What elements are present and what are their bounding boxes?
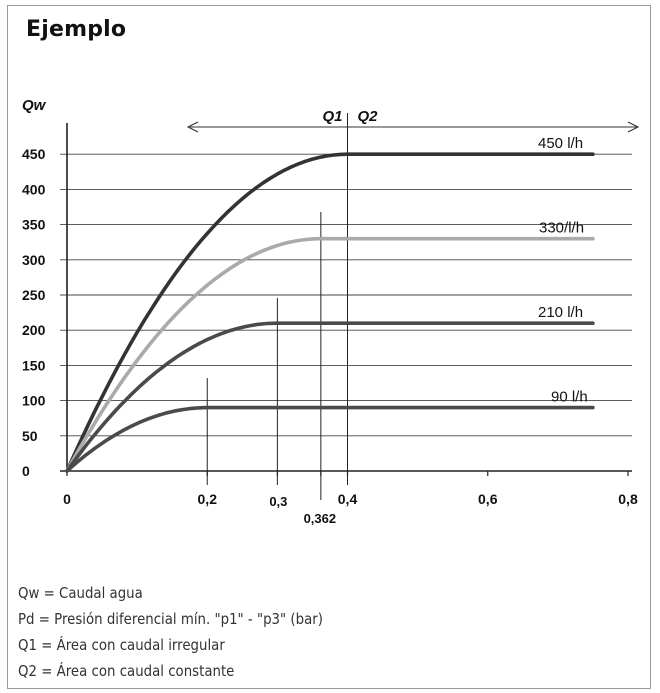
- arrow-head-right: [627, 121, 640, 133]
- series-label: 330/l/h: [539, 220, 584, 237]
- legend-item-pd: Pd = Presión diferencial mín. "p1" - "p3…: [18, 610, 323, 628]
- y-tick-label: 50: [22, 428, 38, 444]
- series-line: [65, 236, 595, 473]
- x-tick-label: 0,8: [618, 491, 638, 507]
- y-tick-label: 100: [22, 393, 46, 409]
- x-tick-label: 0,2: [198, 491, 218, 507]
- series-label: 210 l/h: [538, 304, 583, 321]
- series-line: [65, 152, 595, 473]
- legend-item-q2: Q2 = Área con caudal constante: [18, 662, 235, 680]
- series-line: [65, 405, 595, 473]
- x-tick-label: 0,6: [478, 491, 498, 507]
- figure-frame: [7, 5, 651, 689]
- series-line: [65, 321, 595, 473]
- y-tick-label: 200: [22, 322, 46, 338]
- y-tick-label: 300: [22, 252, 46, 268]
- y-axis-label: Qw: [22, 97, 47, 114]
- chart: 0 50 100 150 200 250 300 350 400 450 Qw 0 0,2 0,3 0,36…: [22, 97, 640, 526]
- arrow-head-left: [186, 121, 199, 133]
- x-tick-label: 0,362: [304, 511, 337, 526]
- y-tick-label: 350: [22, 217, 46, 233]
- x-tick-label: 0,3: [269, 494, 287, 509]
- series-label: 450 l/h: [538, 135, 583, 152]
- page-title: Ejemplo: [26, 17, 127, 42]
- series-label: 90 l/h: [551, 389, 588, 406]
- legend-item-qw: Qw = Caudal agua: [18, 584, 143, 602]
- y-tick-label: 250: [22, 287, 46, 303]
- x-tick-label: 0: [63, 491, 71, 507]
- region-label-q2: Q2: [358, 108, 379, 125]
- legend: Qw = Caudal agua Pd = Presión diferencia…: [18, 580, 373, 684]
- y-tick-label: 150: [22, 357, 46, 373]
- y-tick-label: 0: [22, 463, 30, 479]
- x-tick-label: 0,4: [338, 491, 358, 507]
- y-tick-label: 400: [22, 181, 46, 197]
- y-tick-label: 450: [22, 146, 46, 162]
- region-label-q1: Q1: [322, 108, 342, 125]
- legend-item-q1: Q1 = Área con caudal irregular: [18, 636, 225, 654]
